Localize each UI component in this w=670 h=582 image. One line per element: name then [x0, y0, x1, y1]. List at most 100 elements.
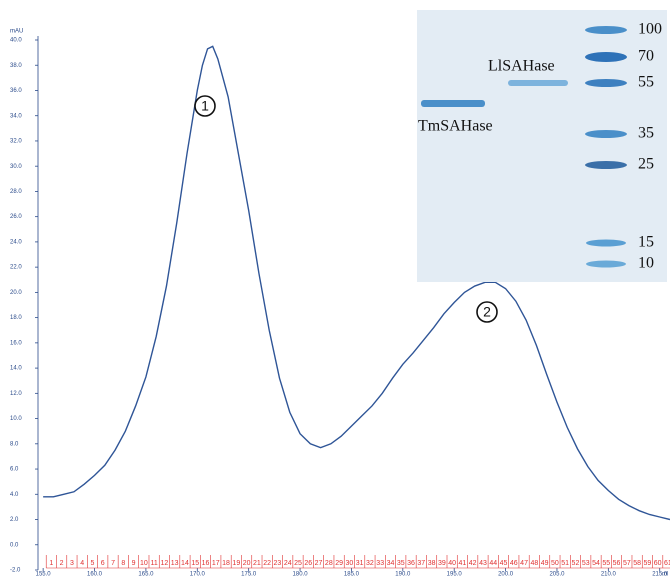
- gel-inset: TmSAHase LlSAHase 100 70 55 35 25 15 10: [417, 10, 667, 282]
- x-tick-label: 185.0: [344, 572, 360, 577]
- marker-band: [585, 52, 627, 62]
- marker-band: [585, 130, 627, 138]
- y-tick-label: 10.0: [10, 416, 22, 422]
- y-tick-label: 30.0: [10, 164, 22, 170]
- x-tick-label: 200.0: [498, 572, 514, 577]
- fraction-label: 3: [70, 560, 74, 567]
- fraction-label: 43: [479, 560, 487, 567]
- x-tick-label: 180.0: [293, 572, 309, 577]
- fraction-label: 58: [633, 560, 641, 567]
- fraction-label: 16: [202, 560, 210, 567]
- x-tick-label: 160.0: [87, 572, 103, 577]
- fraction-label: 6: [101, 560, 105, 567]
- y-tick-label: 24.0: [10, 239, 22, 245]
- fraction-label: 23: [274, 560, 282, 567]
- y-tick-label: 22.0: [10, 265, 22, 271]
- fraction-label: 45: [500, 560, 508, 567]
- fraction-label: 21: [253, 560, 261, 567]
- x-tick-label: 165.0: [138, 572, 154, 577]
- chart: mAU ml -2.00.02.04.06.08.010.012.014.016…: [0, 0, 670, 577]
- y-tick-label: 8.0: [10, 441, 19, 447]
- fraction-label: 4: [80, 560, 84, 567]
- y-tick-label: 18.0: [10, 315, 22, 321]
- y-tick-label: 28.0: [10, 189, 22, 195]
- y-tick-label: 0.0: [10, 542, 19, 548]
- x-tick-label: 155.0: [36, 572, 52, 577]
- marker-label: 10: [638, 255, 654, 272]
- fraction-label: 18: [222, 560, 230, 567]
- y-tick-label: 12.0: [10, 391, 22, 397]
- fraction-label: 28: [325, 560, 333, 567]
- fraction-label: 29: [335, 560, 343, 567]
- fraction-label: 54: [592, 560, 600, 567]
- x-tick-label: 210.0: [601, 572, 617, 577]
- fraction-label: 15: [191, 560, 199, 567]
- lane-label: TmSAHase: [418, 118, 493, 135]
- marker-band: [585, 79, 627, 87]
- fraction-label: 12: [161, 560, 169, 567]
- y-tick-label: 4.0: [10, 492, 19, 498]
- fraction-label: 41: [459, 560, 467, 567]
- marker-label: 25: [638, 156, 654, 173]
- y-tick-label: -2.0: [10, 568, 21, 574]
- fraction-label: 22: [263, 560, 271, 567]
- x-tick-label: 175.0: [241, 572, 257, 577]
- fraction-label: 35: [397, 560, 405, 567]
- fraction-label: 50: [551, 560, 559, 567]
- y-tick-label: 2.0: [10, 517, 19, 523]
- fraction-label: 47: [520, 560, 528, 567]
- marker-band: [585, 26, 627, 34]
- y-tick-label: 14.0: [10, 366, 22, 372]
- annotation: 1: [201, 98, 209, 114]
- fraction-label: 1: [49, 560, 53, 567]
- y-tick-label: 36.0: [10, 88, 22, 94]
- fraction-label: 32: [366, 560, 374, 567]
- fraction-label: 24: [284, 560, 292, 567]
- fraction-label: 52: [572, 560, 580, 567]
- fraction-label: 2: [60, 560, 64, 567]
- y-tick-label: 20.0: [10, 290, 22, 296]
- y-tick-label: 16.0: [10, 340, 22, 346]
- x-tick-label: 215.0: [652, 572, 668, 577]
- fraction-label: 27: [315, 560, 323, 567]
- fraction-label: 10: [140, 560, 148, 567]
- marker-band: [586, 240, 626, 247]
- fraction-label: 9: [132, 560, 136, 567]
- fraction-label: 25: [294, 560, 302, 567]
- fraction-label: 56: [613, 560, 621, 567]
- fraction-label: 53: [582, 560, 590, 567]
- fraction-label: 49: [541, 560, 549, 567]
- fraction-label: 17: [212, 560, 220, 567]
- fraction-label: 55: [602, 560, 610, 567]
- gel-band: [421, 100, 485, 107]
- y-tick-label: 26.0: [10, 214, 22, 220]
- fraction-label: 38: [428, 560, 436, 567]
- fraction-label: 44: [489, 560, 497, 567]
- y-tick-label: 38.0: [10, 63, 22, 69]
- fraction-label: 13: [171, 560, 179, 567]
- x-tick-label: 170.0: [190, 572, 206, 577]
- marker-label: 55: [638, 74, 654, 91]
- fraction-label: 31: [356, 560, 364, 567]
- fraction-label: 40: [448, 560, 456, 567]
- fraction-label: 46: [510, 560, 518, 567]
- fraction-label: 60: [654, 560, 662, 567]
- fraction-label: 39: [438, 560, 446, 567]
- fraction-label: 20: [243, 560, 251, 567]
- x-tick-label: 195.0: [447, 572, 463, 577]
- fraction-label: 30: [345, 560, 353, 567]
- fraction-label: 57: [623, 560, 631, 567]
- x-tick-label: 205.0: [549, 572, 565, 577]
- fraction-label: 8: [121, 560, 125, 567]
- fraction-label: 7: [111, 560, 115, 567]
- fraction-label: 33: [376, 560, 384, 567]
- fraction-label: 11: [150, 560, 157, 567]
- marker-label: 70: [638, 48, 654, 65]
- marker-band: [585, 161, 627, 169]
- marker-label: 100: [638, 21, 662, 38]
- x-tick-label: 190.0: [395, 572, 411, 577]
- annotation: 2: [483, 304, 491, 320]
- y-tick-label: 40.0: [10, 38, 22, 44]
- lane-label: LlSAHase: [488, 58, 555, 75]
- marker-band: [586, 261, 626, 268]
